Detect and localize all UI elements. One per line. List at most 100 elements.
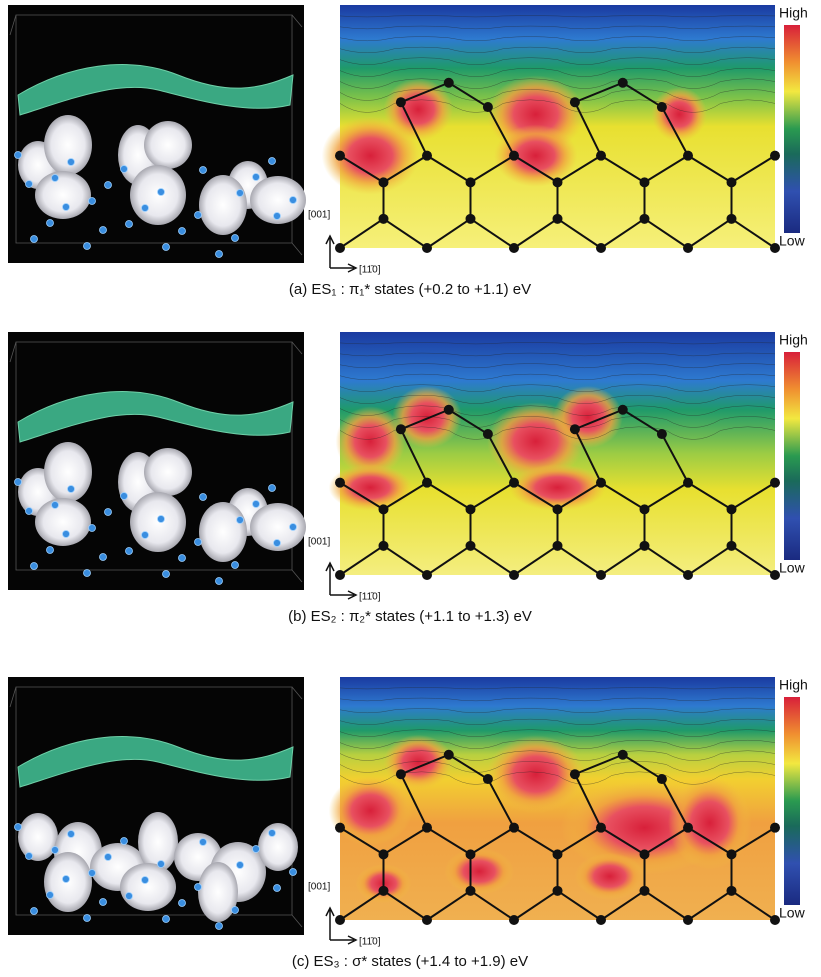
- atom: [105, 509, 112, 516]
- lattice-atom: [422, 823, 432, 833]
- lattice-atom: [570, 424, 580, 434]
- atom: [163, 571, 170, 578]
- atom: [100, 554, 107, 561]
- isosurface-blob: [44, 115, 92, 175]
- lattice-atom: [509, 823, 519, 833]
- isosurface-blob: [144, 121, 192, 169]
- lattice-atom: [683, 243, 693, 253]
- lattice-atom: [379, 849, 389, 859]
- atom: [216, 578, 223, 585]
- atom: [31, 236, 38, 243]
- colorbar-low: Low: [779, 905, 806, 921]
- atom: [158, 861, 165, 868]
- atom: [290, 197, 297, 204]
- isosurface-blob: [199, 502, 247, 562]
- axis-vertical-label: [001]: [308, 882, 330, 893]
- lattice-atom: [596, 570, 606, 580]
- atom: [253, 174, 260, 181]
- atom: [26, 181, 33, 188]
- atom: [179, 555, 186, 562]
- lattice-atom: [335, 151, 345, 161]
- lattice-atom: [335, 823, 345, 833]
- atom: [195, 212, 202, 219]
- atom: [195, 884, 202, 891]
- atom: [163, 916, 170, 923]
- atom: [274, 885, 281, 892]
- atom: [274, 540, 281, 547]
- isosurface-blob: [199, 175, 247, 235]
- lattice-atom: [422, 151, 432, 161]
- lattice-atom: [553, 849, 563, 859]
- atom: [237, 862, 244, 869]
- atom: [105, 854, 112, 861]
- lattice-atom: [509, 570, 519, 580]
- lattice-atom: [570, 97, 580, 107]
- atom: [89, 525, 96, 532]
- atom: [63, 204, 70, 211]
- lattice-atom: [553, 214, 563, 224]
- lattice-atom: [770, 151, 780, 161]
- lattice-atom: [727, 886, 737, 896]
- atom: [237, 517, 244, 524]
- atom: [200, 494, 207, 501]
- atom: [84, 570, 91, 577]
- lattice-atom: [727, 177, 737, 187]
- atom: [84, 243, 91, 250]
- atom: [105, 182, 112, 189]
- isosurface-blob: [18, 813, 58, 861]
- lattice-atom: [727, 214, 737, 224]
- lattice-atom: [596, 151, 606, 161]
- atom: [142, 205, 149, 212]
- atom: [126, 548, 133, 555]
- lattice-atom: [379, 177, 389, 187]
- lattice-atom: [379, 886, 389, 896]
- lattice-atom: [509, 915, 519, 925]
- lattice-atom: [618, 750, 628, 760]
- lattice-atom: [379, 541, 389, 551]
- lattice-atom: [335, 915, 345, 925]
- atom: [142, 877, 149, 884]
- lattice-atom: [596, 823, 606, 833]
- lattice-atom: [466, 504, 476, 514]
- atom: [269, 485, 276, 492]
- atom: [84, 915, 91, 922]
- lattice-atom: [553, 886, 563, 896]
- atom: [200, 839, 207, 846]
- colorbar-high: High: [779, 5, 808, 21]
- lattice-atom: [618, 78, 628, 88]
- lattice-atom: [553, 541, 563, 551]
- lattice-atom: [727, 849, 737, 859]
- panel-caption: (a) ES₁ : π₁* states (+0.2 to +1.1) eV: [289, 281, 531, 298]
- colorbar-low: Low: [779, 233, 806, 249]
- atom: [195, 539, 202, 546]
- lattice-atom: [657, 774, 667, 784]
- contour-peak: [651, 87, 707, 141]
- atom: [158, 516, 165, 523]
- lattice-atom: [379, 214, 389, 224]
- lattice-atom: [509, 243, 519, 253]
- atom: [232, 562, 239, 569]
- atom: [26, 508, 33, 515]
- lattice-atom: [657, 429, 667, 439]
- lattice-atom: [640, 849, 650, 859]
- isosurface-blob: [144, 448, 192, 496]
- atom: [121, 838, 128, 845]
- lattice-atom: [335, 478, 345, 488]
- lattice-atom: [509, 478, 519, 488]
- colorbar: [784, 697, 800, 905]
- contour-peak: [575, 853, 645, 900]
- atom: [31, 563, 38, 570]
- lattice-atom: [422, 915, 432, 925]
- lattice-atom: [553, 504, 563, 514]
- lattice-atom: [770, 478, 780, 488]
- lattice-atom: [379, 504, 389, 514]
- atom: [290, 524, 297, 531]
- colorbar-high: High: [779, 332, 808, 348]
- isosurface-blob: [35, 171, 91, 219]
- isosurface-blob: [130, 492, 186, 552]
- atom: [290, 869, 297, 876]
- axis-vertical-label: [001]: [308, 210, 330, 221]
- lattice-atom: [683, 570, 693, 580]
